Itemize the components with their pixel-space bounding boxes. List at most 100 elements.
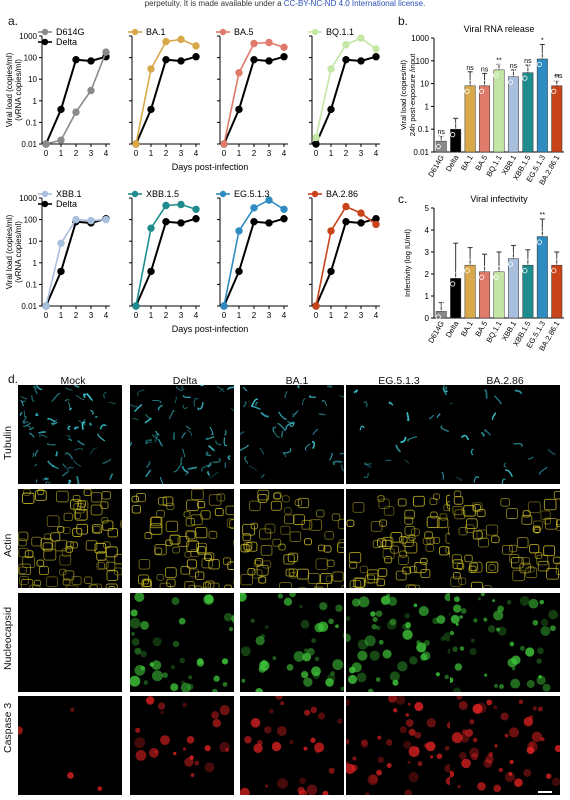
data-point (280, 215, 288, 223)
replicate-dot (507, 79, 514, 85)
x-tick-label: 2 (344, 149, 349, 158)
y-tick-label: 4 (425, 226, 430, 235)
y-tick-label: 0.01 (21, 302, 37, 311)
replicate-dot (453, 123, 459, 129)
significance-label: * (541, 37, 544, 44)
x-tick-label: 2 (74, 311, 79, 320)
data-point (235, 267, 243, 276)
replicate-dot (456, 118, 462, 125)
replicate-dot (551, 268, 557, 274)
bar (435, 140, 447, 153)
x-tick-label: 1 (149, 149, 154, 158)
banner-text: perpetuity. It is made available under a (144, 0, 284, 8)
y-tick-label: 100 (24, 54, 38, 63)
significance-label: ** (554, 74, 560, 81)
y-tick-label: 100 (416, 57, 430, 66)
y-tick-label: 5 (425, 204, 430, 213)
replicate-dot (542, 48, 548, 54)
bar (522, 264, 534, 319)
replicate-dot (467, 79, 473, 86)
growth-panel: 0 1 2 3 4 EG.5.1.3 (216, 189, 288, 320)
replicate-dot (510, 70, 517, 77)
data-point (327, 227, 335, 235)
panel-label-b: b. (398, 14, 409, 28)
bar (551, 85, 563, 153)
data-point (357, 209, 365, 217)
data-point (147, 105, 155, 114)
y-tick-label: 1 (425, 102, 430, 111)
legend-marker (311, 28, 319, 36)
x-tick-label: 4 (104, 311, 109, 320)
replicate-dot (525, 259, 531, 265)
legend-label: XBB.1 (56, 189, 82, 199)
bar (522, 72, 534, 153)
data-point (327, 65, 335, 73)
data-point (87, 86, 95, 95)
x-tick-label: 3 (359, 311, 364, 320)
data-point (342, 40, 350, 49)
replicate-dot (557, 75, 563, 81)
replicate-dot (478, 274, 485, 280)
data-point (220, 302, 228, 310)
y-tick-label: 1 (33, 259, 38, 268)
scale-bar (538, 791, 552, 793)
x-tick-label: 2 (252, 149, 257, 158)
micrograph-tile (130, 696, 234, 795)
growth-panel: 0 1 2 3 4 BA.2.86 (308, 189, 380, 320)
micrograph-tile (450, 489, 560, 588)
replicate-dot (525, 66, 531, 73)
legend-marker (131, 28, 139, 36)
data-point (72, 55, 80, 64)
data-point (327, 267, 335, 276)
legend-label: Delta (56, 199, 77, 209)
legend-marker (311, 190, 319, 198)
panel-label-d: d. (8, 372, 19, 386)
growth-panel: 0 1 2 3 4 BQ.1.1 (308, 27, 380, 158)
bar (464, 85, 476, 153)
replicate-dot (522, 75, 528, 81)
micrograph-tile (18, 385, 122, 484)
replicate-dot (551, 88, 557, 94)
y-axis-label: (vRNA copies/ml) (14, 59, 23, 121)
y-tick-label: 10 (420, 80, 429, 89)
replicate-dot (435, 314, 441, 320)
replicate-dot (438, 135, 444, 141)
data-point (162, 55, 170, 64)
data-point (72, 215, 80, 224)
replicate-dot (499, 261, 505, 267)
panel-label-a: a. (8, 14, 19, 28)
series-line (223, 199, 285, 307)
data-point (132, 302, 140, 310)
x-tick-label: 0 (222, 149, 227, 158)
bar (479, 271, 491, 319)
micrograph-tile (240, 696, 344, 795)
x-tick-label: BA.1 (459, 320, 475, 339)
x-tick-label: 1 (59, 311, 64, 320)
row-label-tubulin: Tubulin (2, 425, 14, 460)
replicate-dot (496, 64, 502, 70)
legend-marker (41, 38, 49, 46)
y-axis-label: Viral load (copies/ml) (5, 214, 14, 289)
data-point (265, 219, 273, 227)
license-link[interactable]: CC-BY-NC-ND 4.0 International license. (283, 0, 426, 8)
significance-label: ** (540, 212, 546, 219)
replicate-dot (470, 254, 476, 261)
replicate-dot (539, 53, 545, 59)
data-point (177, 200, 185, 209)
legend: BA.1 (128, 27, 166, 37)
column-label-delta: Delta (172, 375, 198, 387)
y-tick-label: 1000 (411, 34, 429, 43)
x-tick-label: 4 (374, 149, 379, 158)
replicate-dot (522, 268, 528, 274)
x-tick-label: 0 (314, 149, 319, 158)
x-tick-label: 4 (282, 149, 287, 158)
column-label-ba286: BA.2.86 (486, 375, 524, 387)
significance-label: ns (481, 66, 489, 73)
x-tick-label: 0 (44, 311, 49, 320)
replicate-dot (435, 143, 441, 150)
x-tick-label: 3 (179, 311, 184, 320)
y-axis-label: (vRNA copies/ml) (14, 221, 23, 283)
replicate-dot (557, 254, 563, 261)
bar (551, 264, 563, 319)
